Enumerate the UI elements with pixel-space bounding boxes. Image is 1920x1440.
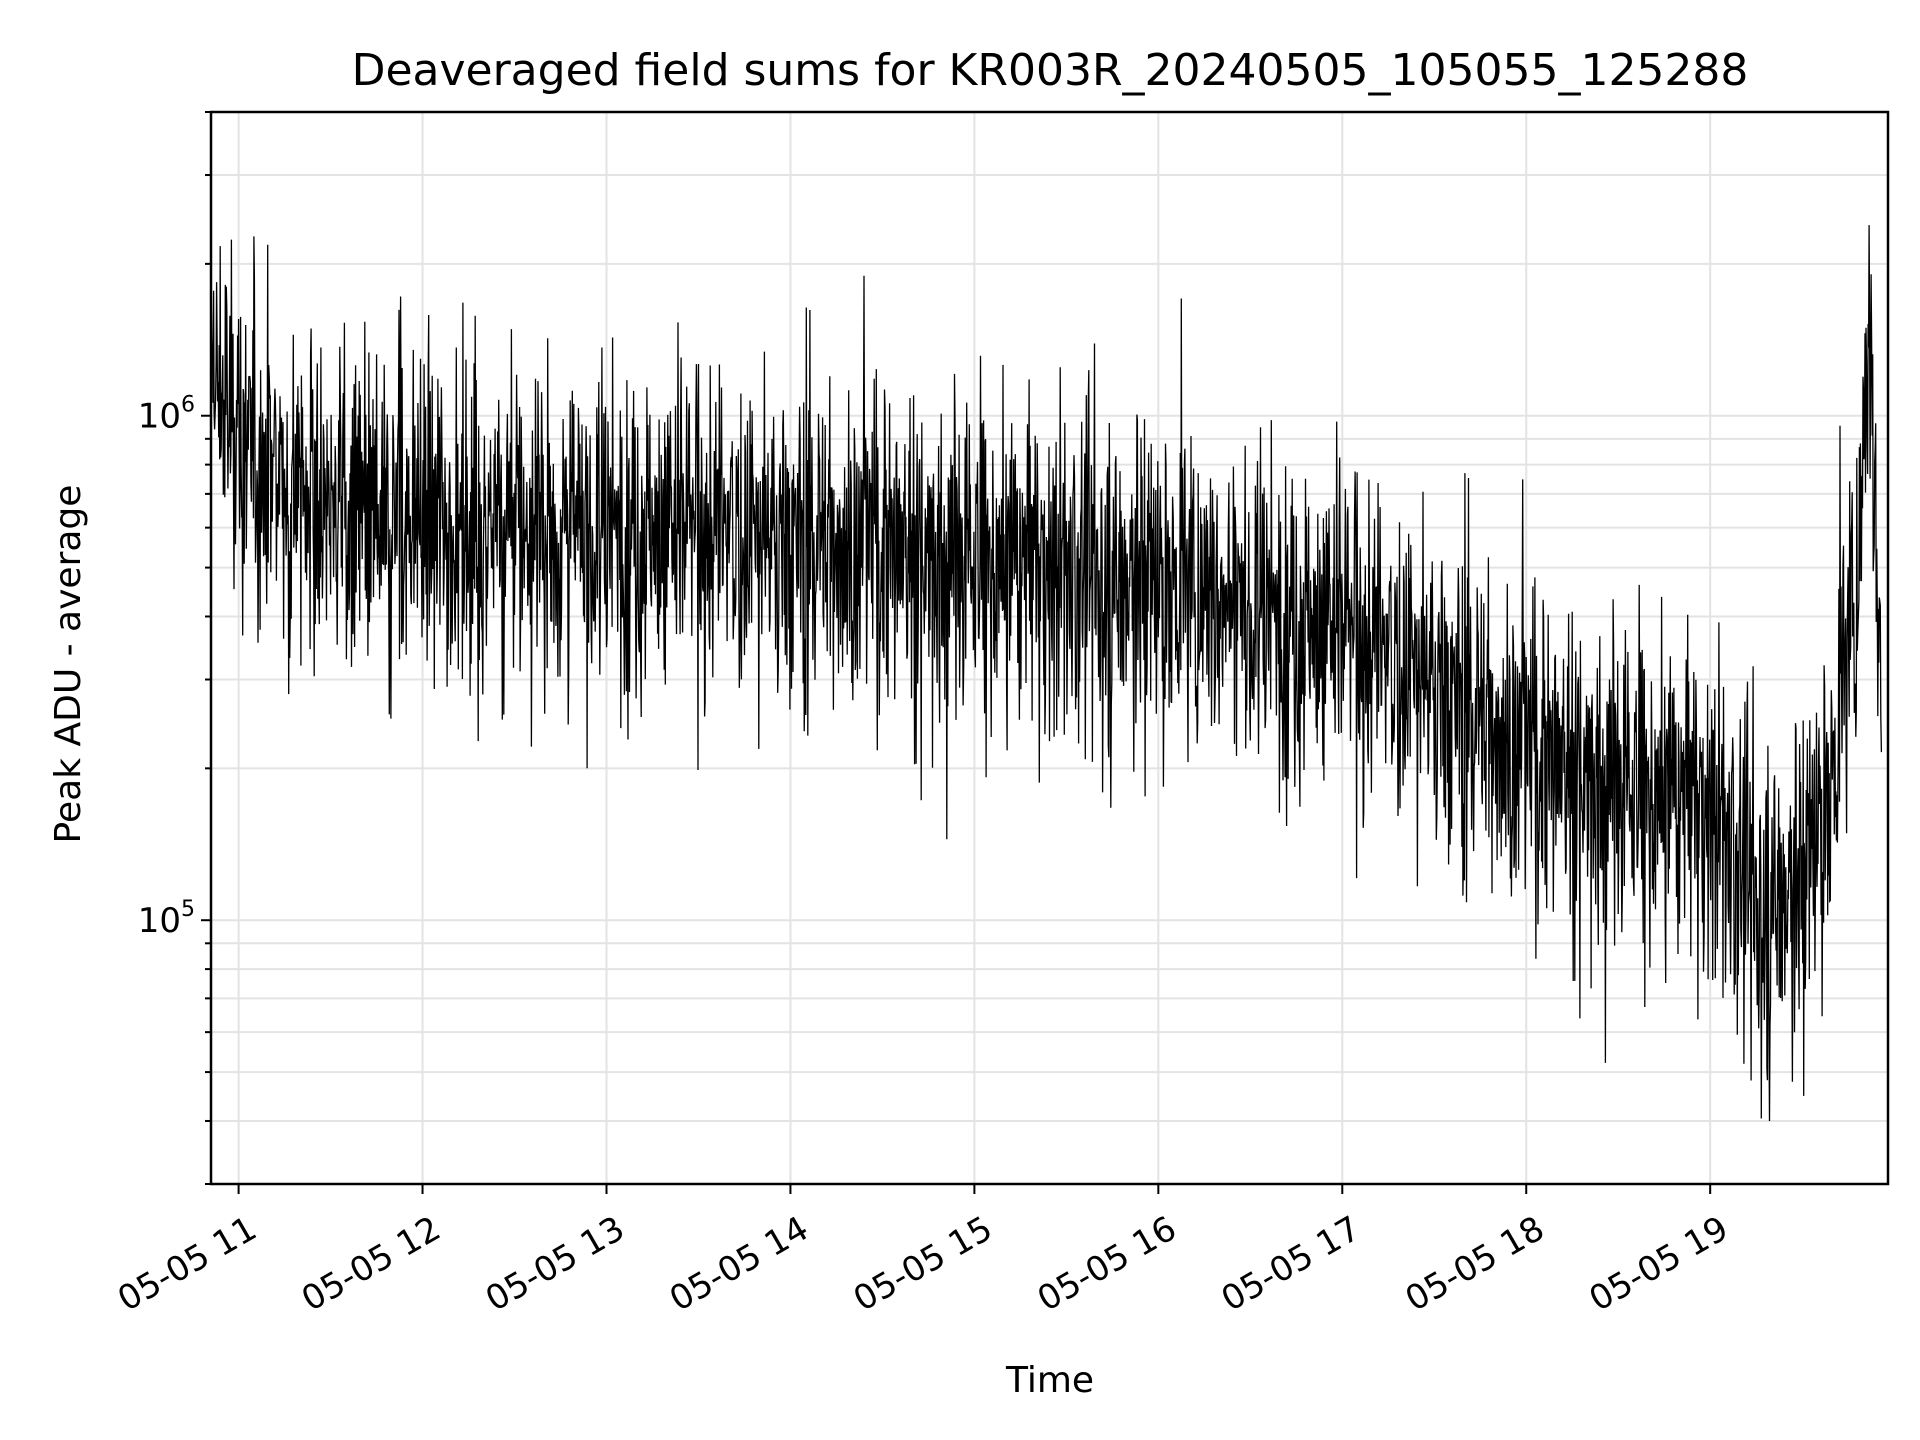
x-tick-label: 05-05 18 [1399,1209,1551,1320]
y-tick-label: 106 [138,393,195,437]
x-tick-label: 05-05 19 [1583,1209,1735,1320]
plot-frame [209,110,1890,1186]
x-tick-label: 05-05 16 [1031,1209,1183,1320]
x-axis-label: Time [1005,1360,1094,1401]
chart-title: Deaveraged field sums for KR003R_2024050… [352,45,1749,96]
y-tick-label: 105 [138,897,195,941]
y-axis-ticks: 105 106 [138,111,211,1185]
x-tick-label: 05-05 14 [663,1209,815,1320]
x-tick-label: 05-05 17 [1215,1209,1367,1320]
x-tick-label: 05-05 12 [295,1209,447,1320]
series-line [210,225,1883,1122]
series-line-group [210,225,1883,1122]
x-tick-label: 05-05 15 [847,1209,999,1320]
x-tick-label: 05-05 13 [479,1209,631,1320]
x-axis-ticks: 05-05 11 05-05 12 05-05 13 05-05 14 05-05 15… [111,1184,1735,1320]
y-axis-label: Peak ADU - average [48,485,89,844]
x-tick-label: 05-05 11 [111,1209,263,1320]
axes-frame [209,110,1890,1186]
